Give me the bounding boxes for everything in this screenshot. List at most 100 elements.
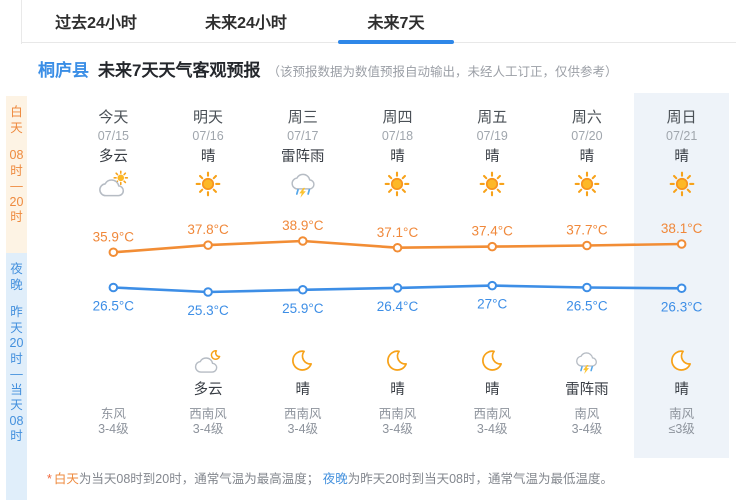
date-label: 07/15 <box>97 129 129 143</box>
low-temp-point <box>392 283 403 293</box>
day-name-row: 今天 明天 周三 周四 周五 周六 周日 <box>66 106 729 126</box>
clear-night-icon <box>289 349 316 374</box>
sunny-icon <box>193 170 223 198</box>
clear-night-icon-cell <box>634 341 729 377</box>
low-temp-point <box>203 287 213 297</box>
low-temp-label: 26.4°C <box>377 299 419 314</box>
partly-cloudy-night-icon-cell <box>161 341 256 377</box>
low-temp-point <box>487 280 498 291</box>
sunny-icon-cell <box>540 168 635 206</box>
night-condition-row: 多云 晴 晴 晴 雷阵雨 晴 <box>66 377 729 401</box>
clear-night-icon <box>479 349 506 374</box>
low-temp-point <box>108 282 119 293</box>
partly-cloudy-night-icon <box>193 349 223 374</box>
wind-level: 3-4级 <box>287 422 319 436</box>
date-label: 07/21 <box>666 129 698 143</box>
date-label: 07/17 <box>287 129 319 143</box>
wind-direction: 西南风 <box>473 407 511 421</box>
wind-cell: 西南风 3-4级 <box>161 407 256 437</box>
sidebar-daytime-label: 白天 08 时 —20 时 <box>6 96 27 253</box>
tab-next-7d[interactable]: 未来7天 <box>321 6 471 42</box>
highlighted-day-column-background <box>634 93 729 458</box>
footnote-asterisk: * <box>47 472 52 486</box>
day-condition: 雷阵雨 <box>281 149 325 165</box>
footnote-night-term: 夜晚 <box>322 472 348 486</box>
night-condition: 晴 <box>295 382 311 398</box>
tab-next-24h[interactable]: 未来24小时 <box>205 15 287 32</box>
wind-cell: 西南风 3-4级 <box>445 407 540 437</box>
wind-cell: 西南风 3-4级 <box>255 407 350 437</box>
wind-level: 3-4级 <box>382 422 413 436</box>
region-name-link[interactable]: 桐庐县 <box>38 61 89 80</box>
high-temp-label: 37.8°C <box>187 222 229 237</box>
wind-cell: 东风 3-4级 <box>66 407 161 437</box>
night-condition: 雷阵雨 <box>565 382 609 398</box>
wind-direction: 南风 <box>669 407 695 421</box>
wind-cell: 南风 3-4级 <box>540 407 635 437</box>
day-icon-row <box>66 168 729 206</box>
wind-direction: 南风 <box>574 407 600 421</box>
high-temp-point <box>297 236 308 246</box>
day-condition: 晴 <box>390 149 405 165</box>
high-temp-label: 35.9°C <box>93 229 135 244</box>
high-temp-point <box>676 239 687 249</box>
sidebar-night-label: 夜晚昨天 20 时 — 当天 08 时 <box>6 253 27 500</box>
empty-icon-cell <box>66 341 161 377</box>
wind-level: 3-4级 <box>98 422 129 436</box>
footnote-day-text: 为当天08时到20时，通常气温为最高温度； <box>78 472 320 486</box>
partly-cloudy-day-icon-cell <box>66 168 161 206</box>
date-label: 07/20 <box>571 129 603 143</box>
clear-night-icon <box>384 349 411 374</box>
low-temp-point <box>676 283 687 294</box>
low-temp-point <box>297 284 308 295</box>
day-condition-row: 多云 晴 雷阵雨 晴 晴 晴 晴 <box>66 146 729 168</box>
night-condition <box>66 379 161 401</box>
wind-level: 3-4级 <box>476 422 508 436</box>
thunderstorm-icon-cell <box>540 341 635 377</box>
sunny-icon <box>572 170 602 198</box>
day-name: 周四 <box>382 109 413 126</box>
thunderstorm-icon <box>573 349 600 374</box>
day-condition: 晴 <box>579 149 595 165</box>
high-temp-point <box>392 242 403 253</box>
high-temp-label: 37.1°C <box>377 225 419 240</box>
sunny-icon-cell <box>634 168 729 206</box>
wind-row: 东风 3-4级 西南风 3-4级 西南风 3-4级 西南风 3-4级 西南风 3-4级 南风 3-4级… <box>66 401 729 437</box>
wind-direction: 西南风 <box>189 407 227 421</box>
clear-night-icon-cell <box>445 341 540 377</box>
day-condition: 晴 <box>484 149 500 165</box>
low-temp-label: 25.9°C <box>282 301 324 316</box>
forecast-table: 今天 明天 周三 周四 周五 周六 周日 07/15 07/16 07/17 07/18 07/19… <box>66 93 729 437</box>
day-condition: 晴 <box>674 149 689 165</box>
high-temp-label: 38.1°C <box>661 221 703 236</box>
wind-cell: 南风 ≤3级 <box>634 407 729 437</box>
high-temp-point <box>203 240 213 250</box>
high-temp-point <box>582 240 592 251</box>
day-condition: 晴 <box>200 149 216 165</box>
low-temp-label: 26.5°C <box>93 299 135 314</box>
day-name: 周六 <box>571 109 602 126</box>
day-condition: 多云 <box>98 149 128 165</box>
night-condition: 晴 <box>390 382 405 398</box>
forecast-header: 桐庐县 未来7天天气客观预报 （该预报数据为数值预报自动输出，未经人工订正，仅供… <box>38 56 617 81</box>
tab-past-24h[interactable]: 过去24小时 <box>55 15 137 32</box>
night-condition: 晴 <box>484 382 500 398</box>
clear-night-icon-cell <box>350 341 445 377</box>
high-temp-label: 37.4°C <box>471 224 513 239</box>
disclaimer-note: （该预报数据为数值预报自动输出，未经人工订正，仅供参考） <box>267 65 618 79</box>
low-temp-label: 26.3°C <box>661 299 703 314</box>
sunny-icon-cell <box>161 168 256 206</box>
partly-cloudy-day-icon <box>97 170 131 198</box>
sunny-icon-cell <box>350 168 445 206</box>
wind-level: ≤3级 <box>668 422 695 436</box>
high-temp-label: 38.9°C <box>282 218 324 233</box>
wind-direction: 西南风 <box>378 407 417 421</box>
wind-level: 3-4级 <box>192 422 224 436</box>
wind-direction: 西南风 <box>284 407 322 421</box>
low-temp-point <box>582 282 592 293</box>
sunny-icon-cell <box>445 168 540 206</box>
clear-night-icon-cell <box>255 341 350 377</box>
footnote-night-text: 为昨天20时到当天08时，通常气温为最低温度。 <box>347 472 614 486</box>
footnote: * 白天为当天08时到20时，通常气温为最高温度； 夜晚为昨天20时到当天08时，… <box>47 468 613 487</box>
